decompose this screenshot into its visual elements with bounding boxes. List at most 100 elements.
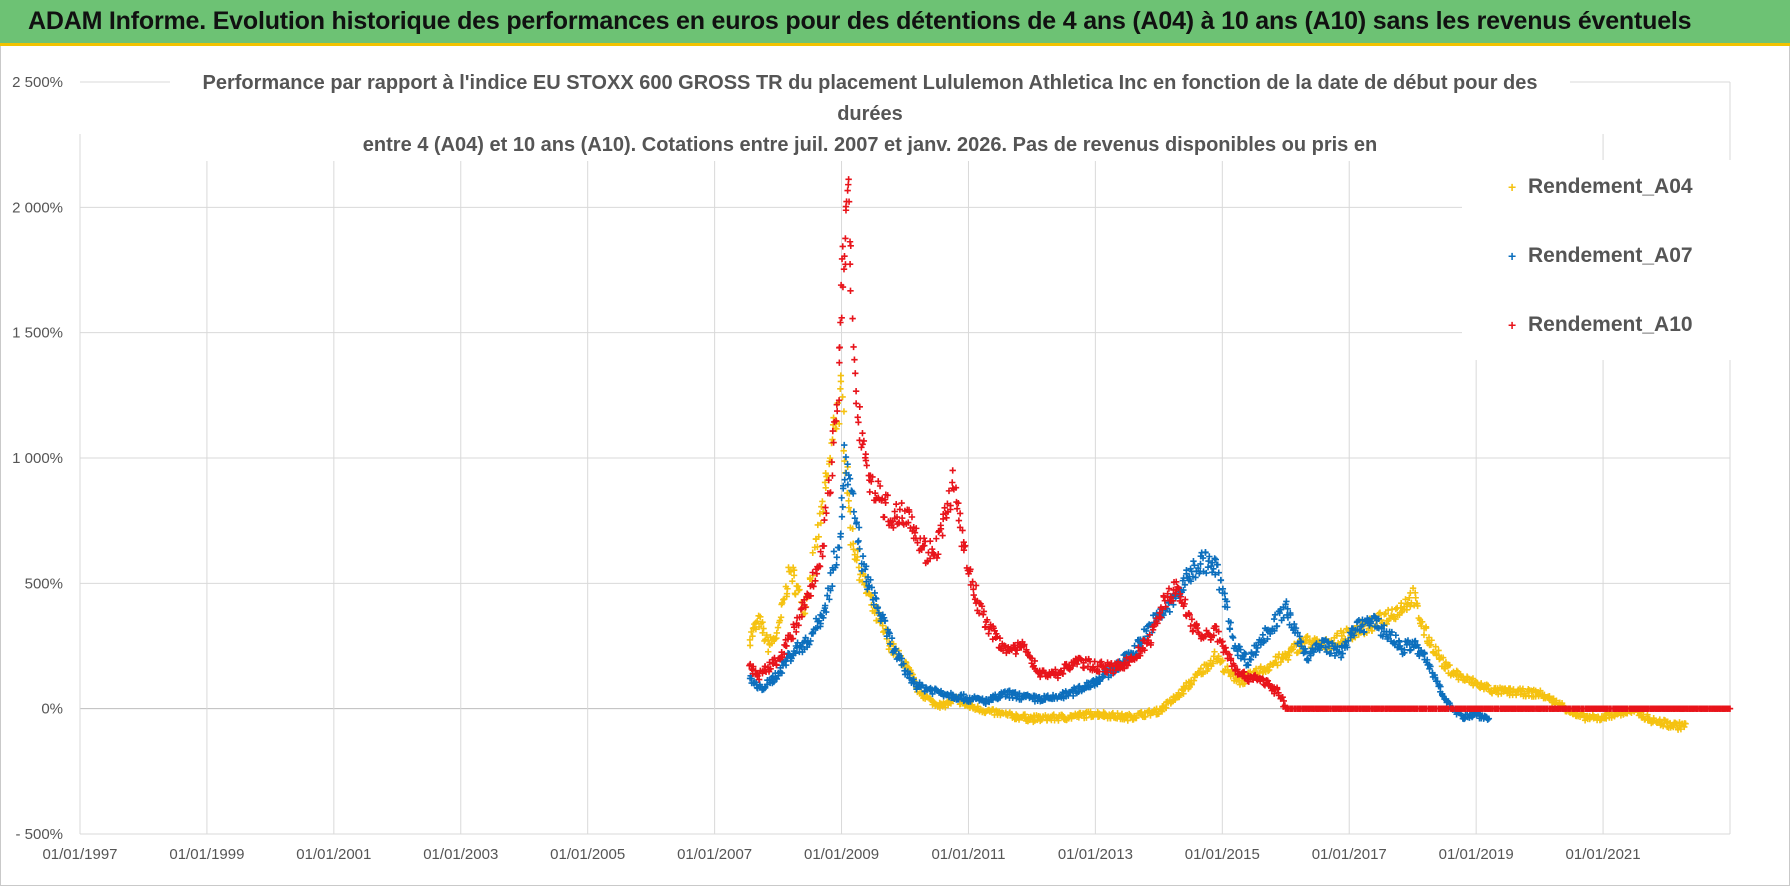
y-tick-label: 1 000% [12, 450, 63, 467]
data-point [1159, 605, 1166, 613]
data-point [1146, 631, 1153, 638]
data-point [792, 649, 799, 657]
data-point [1099, 674, 1106, 682]
data-point [1224, 604, 1231, 611]
data-point [1420, 631, 1428, 639]
data-point [1361, 628, 1368, 635]
data-point [1210, 565, 1217, 572]
data-point [1021, 641, 1028, 648]
data-point [1280, 697, 1287, 705]
data-point [1205, 557, 1212, 565]
data-point [810, 583, 817, 590]
data-point [896, 506, 904, 513]
data-point [913, 525, 920, 532]
data-point [841, 476, 848, 483]
data-point [1229, 634, 1237, 642]
data-point [748, 675, 755, 682]
data-point [1096, 668, 1103, 675]
data-point [819, 508, 827, 516]
data-point [873, 595, 880, 602]
data-point [809, 549, 816, 556]
data-point [1291, 620, 1298, 628]
data-point [821, 516, 828, 524]
data-point [790, 572, 798, 579]
data-point [1388, 628, 1396, 636]
data-point [955, 499, 962, 507]
data-point [1160, 592, 1167, 599]
data-point [1166, 608, 1173, 616]
data-point [793, 628, 800, 636]
data-point [886, 630, 893, 637]
data-point [905, 519, 912, 526]
data-point [1340, 629, 1347, 636]
data-point [861, 566, 869, 573]
data-point [840, 447, 847, 455]
data-point [829, 582, 836, 590]
data-point [1213, 623, 1220, 630]
data-point [1156, 609, 1163, 617]
data-point [1682, 720, 1689, 727]
data-point [1273, 622, 1281, 630]
data-point [1176, 691, 1184, 699]
legend-item-a10[interactable]: + Rendement_A10 [1508, 313, 1693, 343]
data-point [881, 617, 889, 625]
data-point [1231, 662, 1238, 669]
data-point [1199, 669, 1207, 676]
data-point [959, 527, 966, 534]
data-point [1296, 647, 1303, 655]
data-point [1202, 549, 1209, 556]
data-point [978, 603, 986, 610]
data-point [1407, 603, 1414, 610]
data-point [1197, 665, 1205, 672]
data-point [824, 592, 831, 599]
data-point [1215, 569, 1222, 576]
legend-item-a04[interactable]: + Rendement_A04 [1508, 175, 1693, 205]
x-tick-label: 01/01/2011 [931, 846, 1005, 863]
data-point [918, 546, 925, 554]
data-point [851, 356, 858, 363]
data-point [1221, 590, 1228, 597]
data-point [1175, 585, 1182, 592]
data-point [1264, 667, 1272, 675]
data-point [1409, 584, 1417, 592]
data-point [1197, 560, 1204, 568]
data-point [870, 601, 877, 608]
data-point [1212, 556, 1219, 563]
data-point [1304, 632, 1311, 640]
data-point [1401, 649, 1408, 656]
data-point [972, 582, 980, 589]
data-point [1469, 675, 1477, 682]
data-point [1376, 609, 1384, 616]
data-point [1484, 716, 1491, 723]
data-point [1059, 670, 1067, 677]
data-point [869, 473, 876, 481]
x-tick-label: 01/01/2015 [1185, 846, 1260, 863]
data-point [783, 642, 790, 650]
data-point [1157, 614, 1165, 621]
data-point [764, 637, 772, 644]
data-point [911, 529, 919, 536]
data-point [826, 454, 834, 462]
legend-label-a07: Rendement_A07 [1528, 244, 1693, 267]
data-point [841, 441, 848, 449]
data-point [1112, 666, 1120, 674]
data-point [1670, 723, 1677, 731]
data-point [845, 471, 852, 479]
data-point [851, 515, 859, 522]
data-point [908, 513, 916, 521]
data-point [1180, 690, 1187, 697]
x-tick-label: 01/01/1999 [169, 846, 244, 863]
data-point [1485, 715, 1493, 722]
data-point [1191, 562, 1198, 569]
data-point [874, 604, 882, 611]
data-point [1240, 668, 1248, 675]
data-point [970, 586, 977, 593]
data-point [900, 660, 907, 667]
data-point [844, 187, 851, 194]
banner-title: ADAM Informe. Evolution historique des p… [28, 7, 1692, 35]
data-point [1121, 665, 1128, 672]
data-point [1142, 713, 1149, 720]
legend-item-a07[interactable]: + Rendement_A07 [1508, 244, 1693, 274]
data-point [1214, 561, 1221, 568]
data-point [828, 458, 836, 466]
